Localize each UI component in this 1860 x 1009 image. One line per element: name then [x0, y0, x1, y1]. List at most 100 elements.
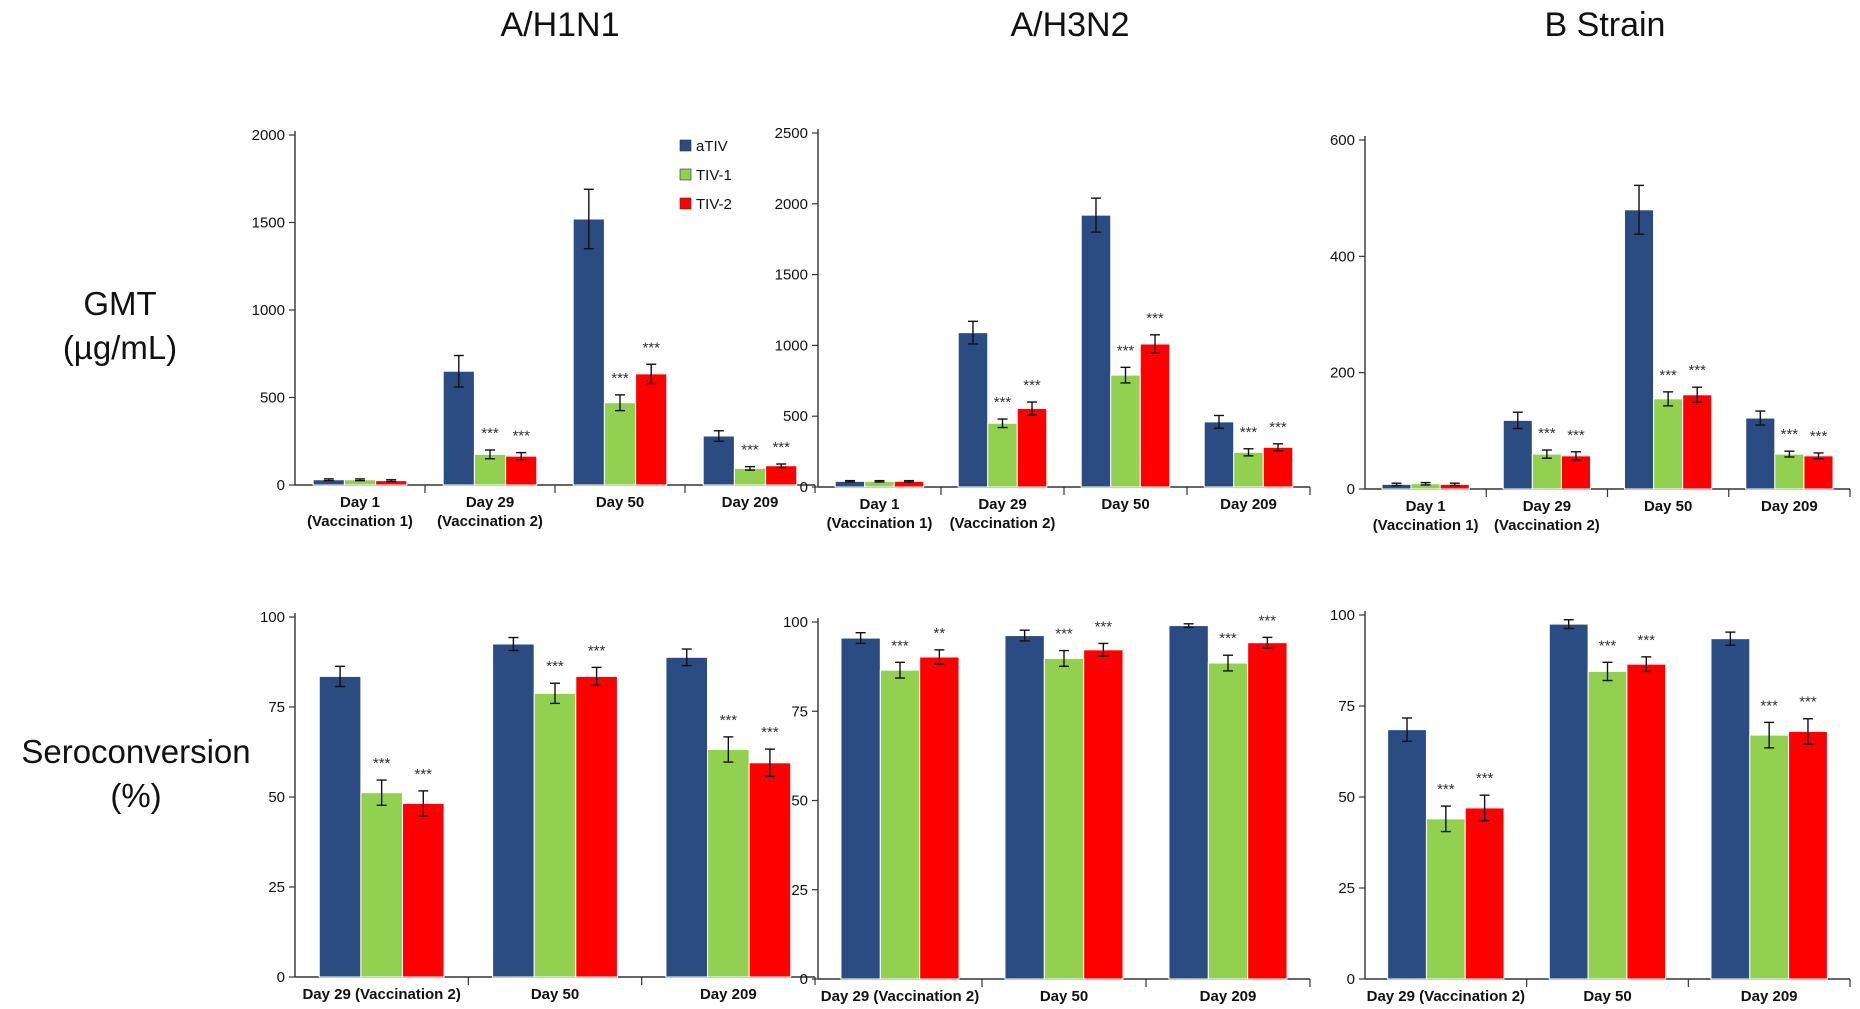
panel3-significance-marker: *** [546, 658, 564, 675]
panel0-y-tick-label: 2000 [252, 127, 285, 144]
legend-swatch-2 [679, 197, 692, 210]
gmt-row-label: GMT (µg/mL) [40, 282, 200, 370]
panel5-bar [1464, 807, 1505, 980]
panel4-y-tick-label: 0 [800, 971, 808, 988]
panel2-bar [1803, 455, 1834, 490]
panel2-category-label: Day 209 [1761, 498, 1818, 515]
panel1-bar [957, 332, 989, 488]
panel1-significance-marker: *** [1146, 310, 1164, 327]
panel0-category-label: Day 209 [722, 494, 779, 511]
gmt-label-line1: GMT [83, 285, 157, 322]
panel5-bar [1587, 670, 1628, 980]
panel3-category-label: Day 29 (Vaccination 2) [302, 986, 460, 1003]
panel0-y-tick-label: 1500 [252, 215, 285, 232]
panel5-bar [1425, 818, 1466, 980]
panel5-bar [1387, 729, 1427, 980]
panel3-significance-marker: *** [588, 642, 606, 659]
panel4-bar [919, 656, 960, 980]
panel3-significance-marker: *** [720, 712, 738, 729]
panel3-bar [707, 748, 750, 978]
legend-label-0: aTIV [696, 138, 728, 155]
panel2-bar [1745, 417, 1776, 490]
panel5-y-tick-label: 50 [1338, 789, 1355, 806]
legend-label-2: TIV-2 [696, 196, 732, 213]
panel5-y-tick-label: 100 [1330, 607, 1355, 624]
panel3-category-label: Day 209 [700, 986, 757, 1003]
panel0-bar [733, 467, 767, 486]
panel2-y-tick-label: 200 [1330, 365, 1355, 382]
panel1-bar [1262, 446, 1294, 488]
panel0-significance-marker: *** [481, 425, 499, 442]
panel2-bar [1682, 394, 1713, 490]
panel0-category-label: (Vaccination 1) [307, 513, 413, 530]
panel0-category-label: Day 50 [596, 494, 644, 511]
panel0-category-label: Day 1 [340, 494, 380, 511]
panel1-significance-marker: *** [1240, 424, 1258, 441]
panel0-significance-marker: *** [512, 428, 530, 445]
panel3-significance-marker: *** [761, 724, 779, 741]
panel3-significance-marker: *** [373, 755, 391, 772]
panel4-y-tick-label: 100 [783, 614, 808, 631]
panel1-bar [1139, 343, 1171, 488]
panel1-category-label: Day 1 [859, 496, 899, 513]
panel0-bar [505, 455, 538, 486]
panel0-bar [635, 373, 668, 486]
panel5-category-label: Day 209 [1741, 988, 1798, 1005]
panel2-category-label: Day 29 [1523, 498, 1571, 515]
panel0-y-tick-label: 500 [260, 390, 285, 407]
panel3-bar [665, 656, 709, 978]
panel5-y-tick-label: 25 [1338, 880, 1355, 897]
panel3-y-tick-label: 75 [268, 699, 285, 716]
panel1-y-tick-label: 2500 [775, 125, 808, 142]
panel2-bar [1653, 398, 1684, 490]
panel1-significance-marker: *** [1023, 377, 1041, 394]
panel4-significance-marker: ** [934, 625, 946, 642]
panel5-category-label: Day 29 (Vaccination 2) [1367, 988, 1525, 1005]
panel1-category-label: Day 29 [978, 496, 1026, 513]
legend-swatch-0 [679, 139, 692, 152]
panel2-y-tick-label: 0 [1347, 481, 1355, 498]
panel5-significance-marker: *** [1799, 694, 1817, 711]
panel5-y-tick-label: 0 [1347, 971, 1355, 988]
panel5-bar [1788, 730, 1828, 980]
panel0-significance-marker: *** [611, 370, 629, 387]
panel0-category-label: (Vaccination 2) [437, 513, 543, 530]
legend-label-1: TIV-1 [696, 167, 732, 184]
panel3-category-label: Day 50 [531, 986, 579, 1003]
panel3-bar [360, 792, 403, 978]
panel1-y-tick-label: 0 [800, 479, 808, 496]
panel4-bar [1207, 662, 1249, 980]
panel3-bar [401, 802, 445, 978]
panel1-bar [987, 422, 1018, 488]
panel4-bar [1004, 635, 1045, 980]
panel1-y-tick-label: 2000 [775, 196, 808, 213]
panel1-bar [1016, 407, 1048, 488]
panel4-bar [1247, 642, 1288, 980]
panel0-y-tick-label: 0 [277, 477, 285, 494]
panel5-significance-marker: *** [1437, 781, 1455, 798]
panel0-bar [572, 218, 605, 486]
panel2-significance-marker: *** [1810, 428, 1828, 445]
panel4-y-tick-label: 25 [791, 882, 808, 899]
column-title-h1n1: A/H1N1 [500, 6, 620, 44]
panel1-bar [1233, 451, 1264, 488]
panel2-significance-marker: *** [1659, 367, 1677, 384]
panel4-category-label: Day 50 [1040, 988, 1088, 1005]
column-title-bstrain: B Strain [1544, 6, 1666, 44]
sero-label-line1: Seroconversion [21, 733, 251, 770]
panel4-y-tick-label: 75 [791, 703, 808, 720]
panel2-significance-marker: *** [1688, 362, 1706, 379]
panel0-bar [765, 465, 798, 486]
panel2-significance-marker: *** [1781, 426, 1799, 443]
panel3-significance-marker: *** [415, 766, 433, 783]
panel2-bar [1531, 453, 1562, 490]
panel0-significance-marker: *** [642, 339, 660, 356]
panel1-significance-marker: *** [1269, 419, 1287, 436]
panel5-significance-marker: *** [1599, 637, 1617, 654]
panel2-category-label: (Vaccination 1) [1373, 517, 1479, 534]
panel3-bar [575, 675, 618, 978]
column-title-h3n2: A/H3N2 [1010, 6, 1130, 44]
panel2-bar [1560, 455, 1592, 490]
panel1-bar [1080, 214, 1112, 488]
